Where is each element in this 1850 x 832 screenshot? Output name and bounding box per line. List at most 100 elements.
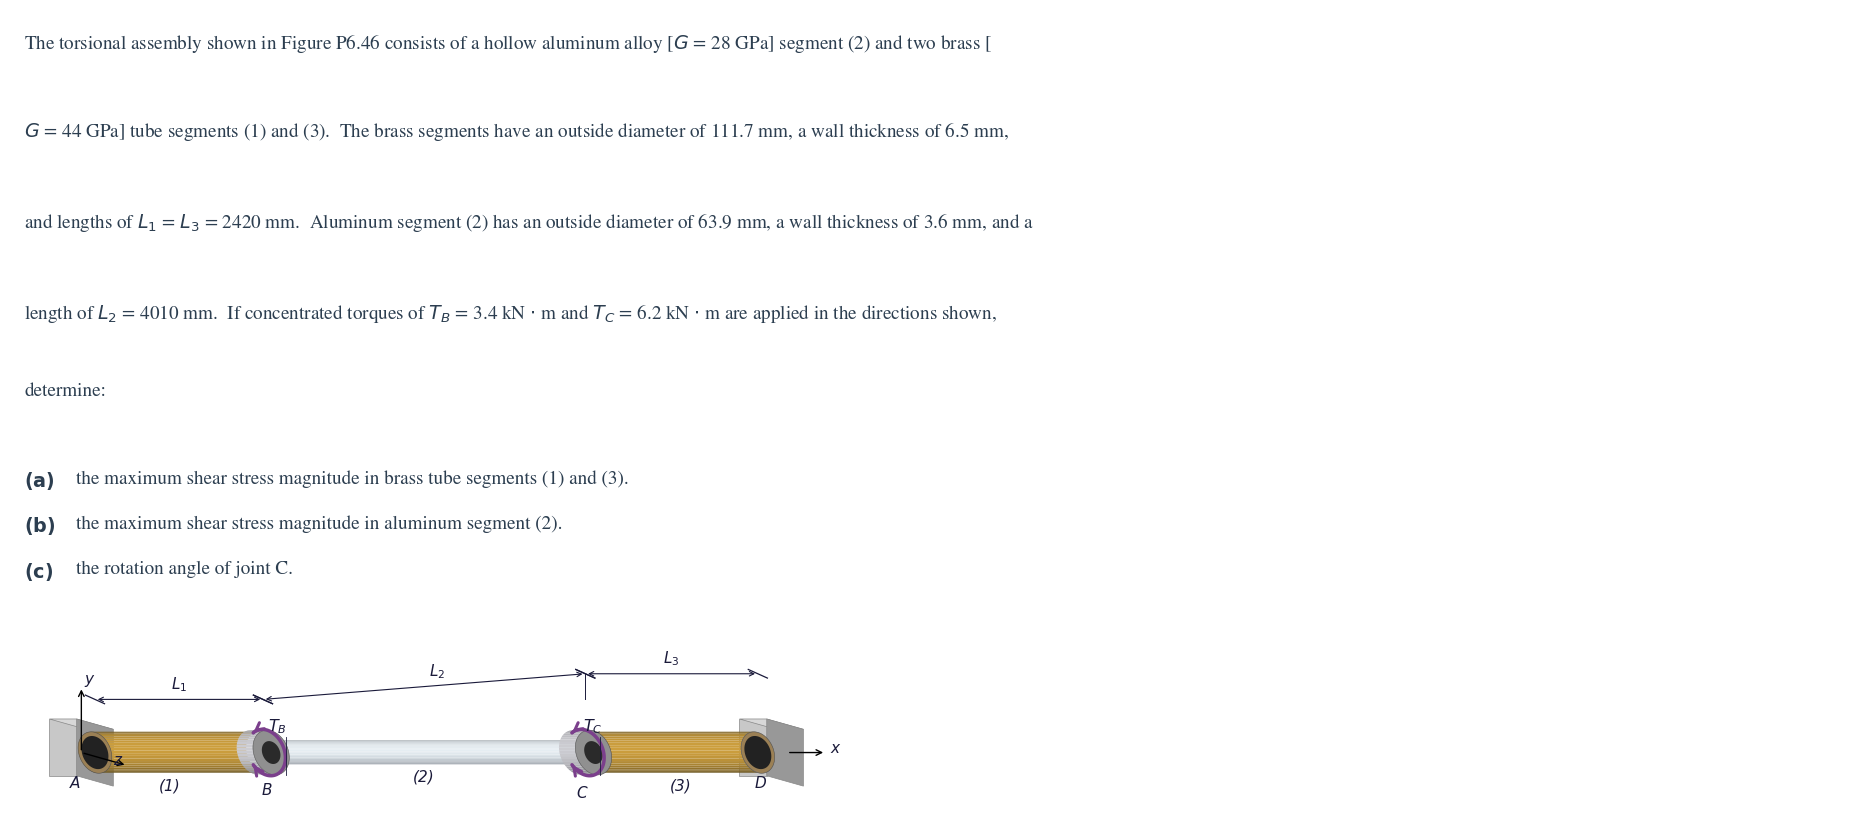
Text: the rotation angle of joint C.: the rotation angle of joint C. — [76, 561, 292, 577]
Polygon shape — [237, 742, 253, 745]
Polygon shape — [561, 756, 577, 759]
Text: $\mathbf{(a)}$: $\mathbf{(a)}$ — [24, 470, 56, 492]
Polygon shape — [244, 767, 263, 769]
Polygon shape — [585, 741, 603, 764]
Polygon shape — [577, 756, 744, 759]
Polygon shape — [265, 760, 581, 761]
Polygon shape — [742, 732, 775, 773]
Polygon shape — [87, 768, 257, 770]
Polygon shape — [240, 762, 259, 765]
Text: B: B — [261, 783, 272, 798]
Polygon shape — [263, 741, 281, 764]
Polygon shape — [577, 750, 742, 753]
Polygon shape — [744, 736, 771, 769]
Polygon shape — [559, 753, 577, 756]
Polygon shape — [268, 762, 583, 763]
Polygon shape — [250, 772, 268, 774]
Polygon shape — [80, 740, 248, 743]
Text: x: x — [831, 740, 840, 755]
Polygon shape — [261, 748, 575, 750]
Polygon shape — [561, 737, 577, 740]
Polygon shape — [83, 764, 253, 765]
Polygon shape — [564, 732, 583, 734]
Polygon shape — [78, 743, 246, 745]
Polygon shape — [579, 759, 744, 761]
Polygon shape — [577, 740, 742, 743]
Polygon shape — [80, 753, 248, 756]
Text: $L_1$: $L_1$ — [170, 675, 187, 694]
Polygon shape — [559, 740, 577, 742]
Text: determine:: determine: — [24, 384, 105, 400]
Polygon shape — [561, 759, 579, 762]
Polygon shape — [261, 750, 575, 751]
Polygon shape — [583, 765, 749, 768]
Polygon shape — [263, 755, 577, 756]
Polygon shape — [566, 731, 585, 732]
Text: $L_3$: $L_3$ — [664, 650, 679, 668]
Polygon shape — [265, 759, 579, 760]
Polygon shape — [80, 756, 248, 759]
Polygon shape — [261, 747, 575, 748]
Text: (2): (2) — [413, 770, 435, 785]
Polygon shape — [740, 719, 803, 730]
Polygon shape — [577, 745, 742, 748]
Text: (3): (3) — [670, 778, 692, 793]
Text: the maximum shear stress magnitude in aluminum segment (2).: the maximum shear stress magnitude in al… — [76, 515, 562, 532]
Polygon shape — [242, 732, 261, 734]
Polygon shape — [583, 733, 749, 734]
Text: $G$ = 44 GPa] tube segments (1) and (3).  The brass segments have an outside dia: $G$ = 44 GPa] tube segments (1) and (3).… — [24, 120, 1008, 143]
Polygon shape — [81, 761, 252, 764]
Text: z: z — [113, 753, 120, 768]
Text: A: A — [70, 776, 80, 791]
Polygon shape — [559, 745, 575, 747]
Polygon shape — [562, 762, 581, 765]
Polygon shape — [581, 761, 746, 764]
Polygon shape — [559, 742, 575, 745]
Polygon shape — [78, 750, 246, 753]
Text: $T_B$: $T_B$ — [268, 717, 287, 735]
Polygon shape — [585, 768, 751, 770]
Polygon shape — [570, 770, 588, 772]
Polygon shape — [237, 750, 253, 753]
Polygon shape — [252, 774, 272, 775]
Polygon shape — [248, 770, 266, 772]
Polygon shape — [239, 737, 255, 740]
Polygon shape — [577, 743, 742, 745]
Polygon shape — [80, 736, 250, 738]
Polygon shape — [78, 748, 246, 750]
Polygon shape — [581, 735, 746, 736]
Polygon shape — [246, 769, 265, 770]
Polygon shape — [588, 770, 755, 772]
Text: D: D — [755, 776, 766, 791]
Polygon shape — [237, 745, 253, 747]
Text: and lengths of $L_1$ = $L_3$ = 2420 mm.  Aluminum segment (2) has an outside dia: and lengths of $L_1$ = $L_3$ = 2420 mm. … — [24, 210, 1034, 234]
Polygon shape — [575, 730, 612, 775]
Polygon shape — [266, 761, 581, 762]
Text: C: C — [577, 785, 586, 800]
Polygon shape — [562, 734, 581, 735]
Text: $\mathbf{(b)}$: $\mathbf{(b)}$ — [24, 515, 56, 537]
Polygon shape — [50, 719, 113, 730]
Polygon shape — [766, 719, 803, 786]
Polygon shape — [239, 759, 257, 762]
Polygon shape — [263, 756, 577, 757]
Polygon shape — [239, 735, 257, 737]
Polygon shape — [237, 740, 253, 742]
Text: (1): (1) — [159, 778, 181, 793]
Polygon shape — [78, 732, 111, 773]
Polygon shape — [81, 736, 109, 769]
Text: y: y — [85, 672, 92, 687]
Text: $L_2$: $L_2$ — [429, 663, 446, 681]
Polygon shape — [83, 734, 253, 735]
Polygon shape — [263, 743, 577, 745]
Polygon shape — [579, 736, 744, 738]
Text: The torsional assembly shown in Figure P6.46 consists of a hollow aluminum alloy: The torsional assembly shown in Figure P… — [24, 32, 992, 55]
Text: $T_C$: $T_C$ — [583, 717, 603, 735]
Polygon shape — [561, 735, 579, 737]
Polygon shape — [261, 753, 575, 755]
Polygon shape — [253, 730, 289, 775]
Polygon shape — [237, 747, 253, 750]
Polygon shape — [577, 753, 742, 756]
Polygon shape — [559, 747, 575, 750]
Polygon shape — [559, 750, 575, 753]
